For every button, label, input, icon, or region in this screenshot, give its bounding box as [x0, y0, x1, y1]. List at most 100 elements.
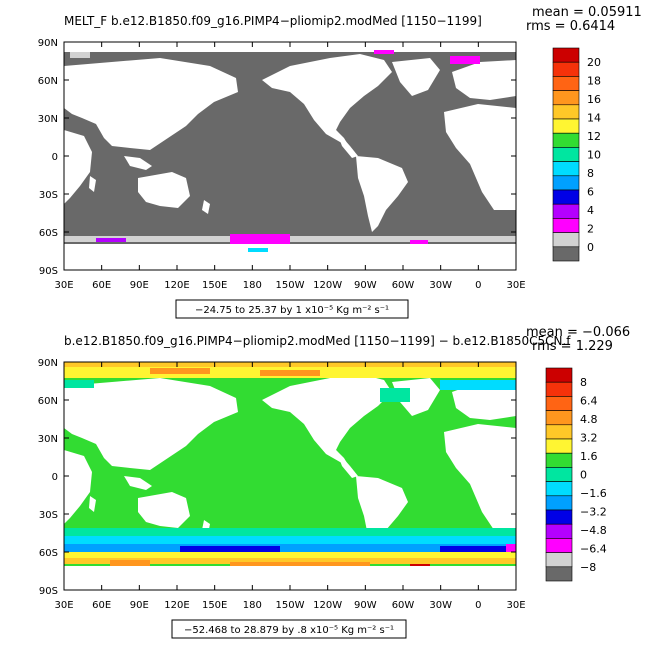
- x-tick-label: 30W: [429, 600, 452, 611]
- y-tick-label: 60S: [39, 548, 58, 559]
- colorbar-swatch: [552, 203, 580, 219]
- colorbar-label: −6.4: [580, 542, 607, 555]
- x-tick-label: 0: [475, 600, 481, 611]
- x-tick-label: 120E: [164, 280, 189, 291]
- rms-stat: rms = 1.229: [532, 339, 613, 354]
- y-tick-label: 0: [52, 472, 58, 483]
- colorbar-swatch: [552, 147, 580, 162]
- colorbar-label: 3.2: [580, 432, 598, 445]
- colorbar-swatch: [545, 509, 573, 525]
- y-tick-label: 60S: [39, 228, 58, 239]
- x-tick-label: 120W: [313, 600, 342, 611]
- colorbar-swatch: [552, 232, 580, 248]
- colorbar-swatch: [545, 523, 573, 539]
- colorbar-swatch: [545, 367, 573, 383]
- colorbar-swatch: [552, 246, 580, 262]
- colorbar-swatch: [545, 410, 573, 426]
- x-tick-label: 60E: [92, 600, 111, 611]
- map-field: [64, 362, 516, 590]
- panel-top: MELT_F b.e12.B1850.f09_g16.PIMP4−pliomip…: [38, 5, 642, 319]
- colorbar-label: 8: [587, 167, 594, 180]
- colorbar-swatch: [552, 90, 580, 106]
- x-tick-label: 150W: [276, 280, 305, 291]
- colorbar-label: 12: [587, 130, 601, 143]
- colorbar-swatch: [545, 424, 573, 440]
- colorbar-swatch: [545, 552, 573, 568]
- x-tick-label: 30E: [506, 280, 525, 291]
- colorbar-swatch: [545, 438, 573, 454]
- x-tick-label: 150W: [276, 600, 305, 611]
- x-tick-label: 30E: [506, 600, 525, 611]
- y-tick-label: 90S: [39, 586, 58, 597]
- colorbar-swatch: [552, 161, 580, 177]
- colorbar-label: 16: [587, 93, 601, 106]
- colorbar-swatch: [545, 396, 573, 411]
- y-tick-label: 30S: [39, 510, 58, 521]
- mean-stat: mean = −0.066: [526, 325, 630, 340]
- x-tick-label: 120W: [313, 280, 342, 291]
- colorbar-label: 18: [587, 75, 601, 88]
- map-field: [64, 42, 516, 270]
- y-tick-label: 30S: [39, 190, 58, 201]
- y-tick-label: 90N: [38, 358, 58, 369]
- x-tick-label: 0: [475, 280, 481, 291]
- colorbar-swatch: [545, 481, 573, 497]
- y-tick-label: 30N: [38, 114, 58, 125]
- colorbar-label: 4: [587, 204, 594, 217]
- x-tick-label: 90W: [354, 600, 377, 611]
- colorbar-swatch: [552, 76, 580, 91]
- colorbar-swatch: [552, 175, 580, 191]
- colorbar-label: −8: [580, 561, 596, 574]
- x-tick-label: 150E: [202, 600, 227, 611]
- colorbar-label: 4.8: [580, 413, 598, 426]
- y-tick-label: 90S: [39, 266, 58, 277]
- colorbar-swatch: [545, 495, 573, 511]
- colorbar-swatch: [545, 452, 573, 468]
- colorbar-swatch: [545, 467, 573, 482]
- colorbar-swatch: [552, 218, 580, 233]
- x-tick-label: 60W: [392, 280, 415, 291]
- y-tick-label: 30N: [38, 434, 58, 445]
- x-tick-label: 30W: [429, 280, 452, 291]
- colorbar-swatch: [552, 104, 580, 120]
- colorbar-label: 0: [580, 469, 587, 482]
- range-label: −52.468 to 28.879 by .8 x10⁻⁵ Kg m⁻² s⁻¹: [184, 625, 394, 636]
- colorbar-label: −3.2: [580, 505, 607, 518]
- x-tick-label: 60E: [92, 280, 111, 291]
- colorbar-label: 10: [587, 149, 601, 162]
- y-tick-label: 90N: [38, 38, 58, 49]
- y-tick-label: 60N: [38, 76, 58, 87]
- colorbar-swatch: [552, 47, 580, 63]
- colorbar-swatch: [545, 566, 573, 582]
- y-tick-label: 0: [52, 152, 58, 163]
- colorbar-swatch: [545, 538, 573, 553]
- x-tick-label: 90E: [130, 600, 149, 611]
- colorbar-label: 6: [587, 185, 594, 198]
- x-tick-label: 120E: [164, 600, 189, 611]
- colorbar-label: 2: [587, 222, 594, 235]
- chart-title: MELT_F b.e12.B1850.f09_g16.PIMP4−pliomip…: [64, 14, 482, 28]
- x-tick-label: 180: [243, 600, 262, 611]
- colorbar-label: 20: [587, 56, 601, 69]
- x-tick-label: 30E: [54, 600, 73, 611]
- x-tick-label: 30E: [54, 280, 73, 291]
- colorbar-label: −1.6: [580, 487, 607, 500]
- colorbar-swatch: [552, 61, 580, 77]
- colorbar: 8 6.4 4.8 3.2 1.6 0 −1.6 −3.2 −4.8 −6.4 −8: [545, 367, 607, 582]
- y-tick-label: 60N: [38, 396, 58, 407]
- colorbar-label: 6.4: [580, 395, 598, 408]
- x-tick-label: 90E: [130, 280, 149, 291]
- mean-stat: mean = 0.05911: [532, 5, 642, 20]
- colorbar-swatch: [552, 118, 580, 134]
- x-tick-label: 90W: [354, 280, 377, 291]
- colorbar-swatch: [545, 381, 573, 397]
- colorbar-swatch: [552, 189, 580, 205]
- x-tick-label: 150E: [202, 280, 227, 291]
- x-tick-label: 180: [243, 280, 262, 291]
- panel-bottom: b.e12.B1850.f09_g16.PIMP4−pliomip2.modMe…: [38, 325, 630, 639]
- rms-stat: rms = 0.6414: [526, 19, 615, 34]
- colorbar-label: 0: [587, 241, 594, 254]
- range-label: −24.75 to 25.37 by 1 x10⁻⁵ Kg m⁻² s⁻¹: [195, 305, 389, 316]
- chart-title: b.e12.B1850.f09_g16.PIMP4−pliomip2.modMe…: [64, 334, 571, 348]
